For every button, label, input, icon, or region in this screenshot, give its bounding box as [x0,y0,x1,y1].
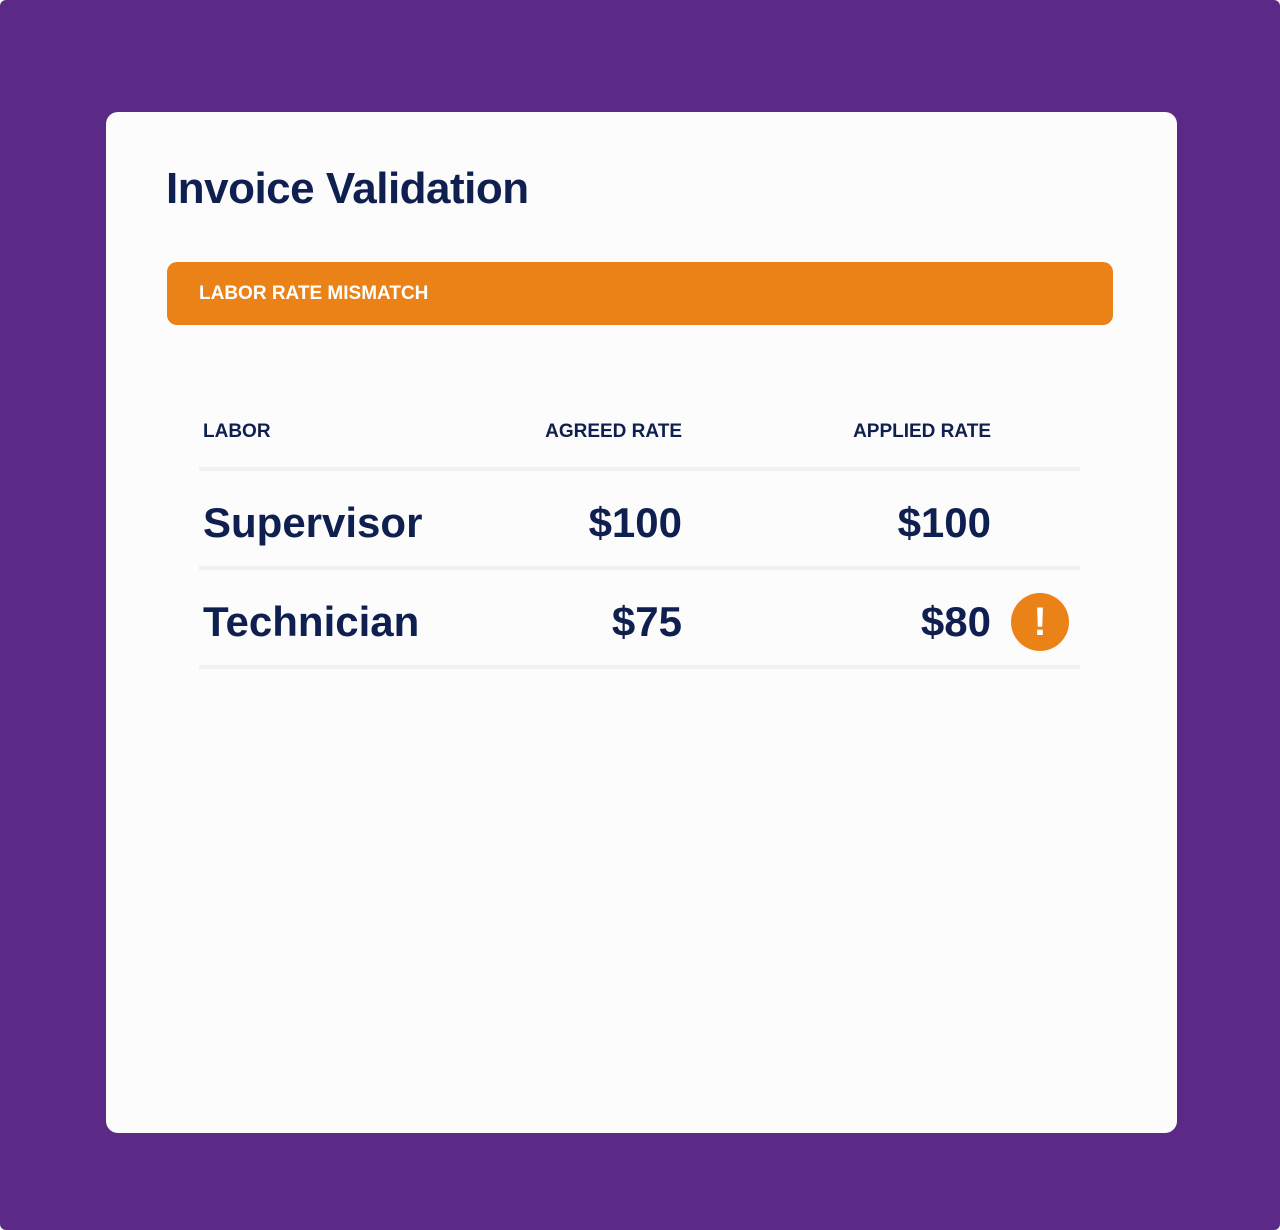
column-header: APPLIED RATE [853,421,991,442]
title: Invoice Validation [166,164,529,213]
table-cell: Technician [203,598,420,645]
table-cell: $75 [611,598,682,645]
alert-label: LABOR RATE MISMATCH [199,283,429,304]
card: Invoice Validation LABOR RATE MISMATCH L… [106,112,1177,1133]
table-cell: $100 [588,499,682,546]
row-divider [199,665,1080,669]
table-cell: $80 [920,598,991,645]
column-header: LABOR [203,421,271,442]
warning-icon: ! [1011,593,1069,651]
table-cell: $100 [897,499,991,546]
row-divider [199,467,1080,471]
alert-banner: LABOR RATE MISMATCH [167,262,1113,325]
column-header: AGREED RATE [545,421,682,442]
row-divider [199,566,1080,570]
table-cell: Supervisor [203,499,423,546]
